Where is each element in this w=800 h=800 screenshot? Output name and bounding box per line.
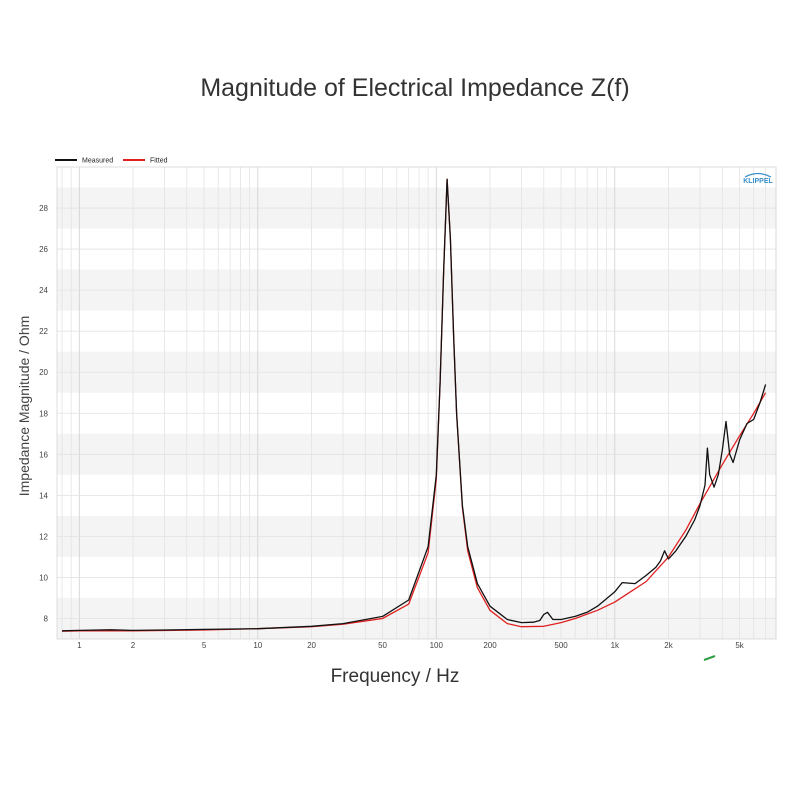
green-mark xyxy=(703,655,716,661)
y-tick-label: 14 xyxy=(39,491,48,500)
legend-label-fitted: Fitted xyxy=(150,158,168,165)
x-tick-label: 5k xyxy=(735,641,744,650)
legend-label-measured: Measured xyxy=(82,158,113,165)
x-tick-label: 20 xyxy=(307,641,316,650)
series-line-measured xyxy=(61,178,767,632)
y-tick-label: 26 xyxy=(39,245,48,254)
x-axis-label: Frequency / Hz xyxy=(330,666,460,687)
y-tick-label: 24 xyxy=(39,286,48,295)
y-tick-label: 22 xyxy=(39,327,48,336)
plot-border xyxy=(56,166,777,640)
x-tick-label: 100 xyxy=(430,641,444,650)
y-tick-label: 8 xyxy=(44,614,49,623)
x-tick-label: 1 xyxy=(77,641,82,650)
y-tick-label: 28 xyxy=(39,204,48,213)
y-tick-label: 16 xyxy=(39,450,48,459)
klippel-watermark: KLIPPEL xyxy=(743,178,773,185)
x-tick-label: 1k xyxy=(611,641,620,650)
x-tick-label: 2 xyxy=(131,641,136,650)
plot-background xyxy=(57,167,776,639)
x-tick-label: 2k xyxy=(664,641,673,650)
klippel-logo: KLIPPEL xyxy=(743,172,774,185)
y-tick-label: 12 xyxy=(39,532,48,541)
y-tick-label: 18 xyxy=(39,409,48,418)
x-tick-label: 5 xyxy=(202,641,207,650)
y-tick-label: 10 xyxy=(39,573,48,582)
x-tick-label: 10 xyxy=(253,641,262,650)
y-tick-label: 20 xyxy=(39,368,48,377)
chart-title: Magnitude of Electrical Impedance Z(f) xyxy=(200,74,630,102)
x-tick-label: 50 xyxy=(378,641,387,650)
x-tick-label: 500 xyxy=(554,641,568,650)
x-tick-label: 200 xyxy=(483,641,497,650)
